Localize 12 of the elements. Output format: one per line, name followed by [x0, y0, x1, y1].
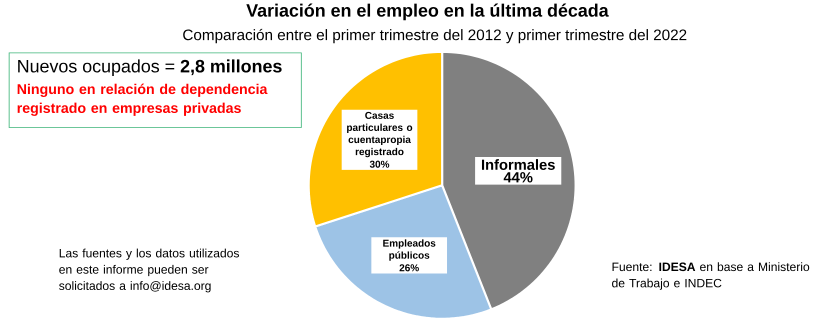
data-label: 30% — [370, 160, 390, 168]
chart-title: Variación en el empleo en la última década — [246, 4, 609, 20]
data-label: 44% — [504, 172, 533, 183]
source-note: Fuente: IDESA en base a Ministerio de Trabajo e INDEC — [612, 262, 810, 290]
text: Nuevos ocupados = 2,8 millones — [18, 60, 282, 76]
slice-label: Informales — [482, 159, 555, 170]
chart-subtitle: Comparación entre el primer trimestre del 2012 y primer trimestre del 2022 — [183, 28, 686, 44]
text: Ninguno en relación de dependencia registrado en empresas privadas — [18, 84, 268, 116]
slice-label: Empleados públicos — [383, 239, 436, 261]
data-label: 26% — [400, 264, 419, 272]
slice-label: Casas particulares o cuentapropia registrado — [347, 112, 412, 158]
text: Las fuentes y los datos utilizados en este informe pueden ser solicitados a info@idesa.org — [59, 248, 239, 293]
